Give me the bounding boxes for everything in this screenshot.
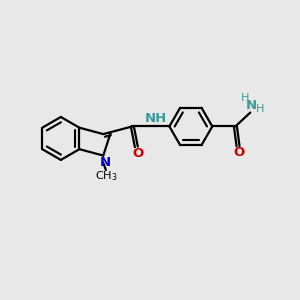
- Text: CH$_3$: CH$_3$: [94, 169, 117, 183]
- Text: N: N: [245, 99, 256, 112]
- Text: O: O: [132, 147, 144, 160]
- Text: H: H: [241, 93, 250, 103]
- Text: NH: NH: [145, 112, 167, 125]
- Text: H: H: [256, 103, 264, 114]
- Text: N: N: [99, 156, 110, 169]
- Text: O: O: [234, 146, 245, 159]
